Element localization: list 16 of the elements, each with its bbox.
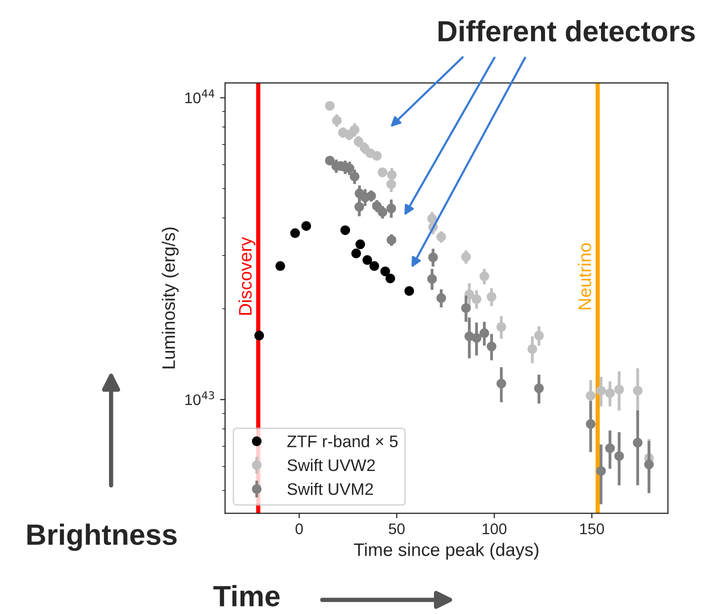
- x-tick-label: 0: [296, 523, 303, 534]
- text: Different detectors: [438, 20, 695, 42]
- ref-line-label: Neutrino: [578, 243, 592, 310]
- text: Brightness: [27, 524, 177, 551]
- ref-line-label: Discovery: [238, 236, 256, 315]
- legend-label: ZTF r-band × 5: [287, 435, 398, 448]
- x-axis-title: Time since peak (days): [354, 542, 538, 560]
- y-tick-label: 10$^{43}$: [185, 391, 214, 406]
- y-tick-label: 10$^{44}$: [185, 90, 214, 104]
- text: Time: [213, 585, 280, 606]
- x-tick-label: 100: [482, 523, 506, 534]
- legend-label: Swift UVW2: [287, 458, 375, 472]
- y-axis-title: Luminosity (erg/s): [162, 227, 179, 368]
- x-tick-label: 50: [388, 523, 405, 534]
- legend-label: Swift UVM2: [287, 482, 373, 496]
- x-tick-label: 150: [580, 523, 604, 534]
